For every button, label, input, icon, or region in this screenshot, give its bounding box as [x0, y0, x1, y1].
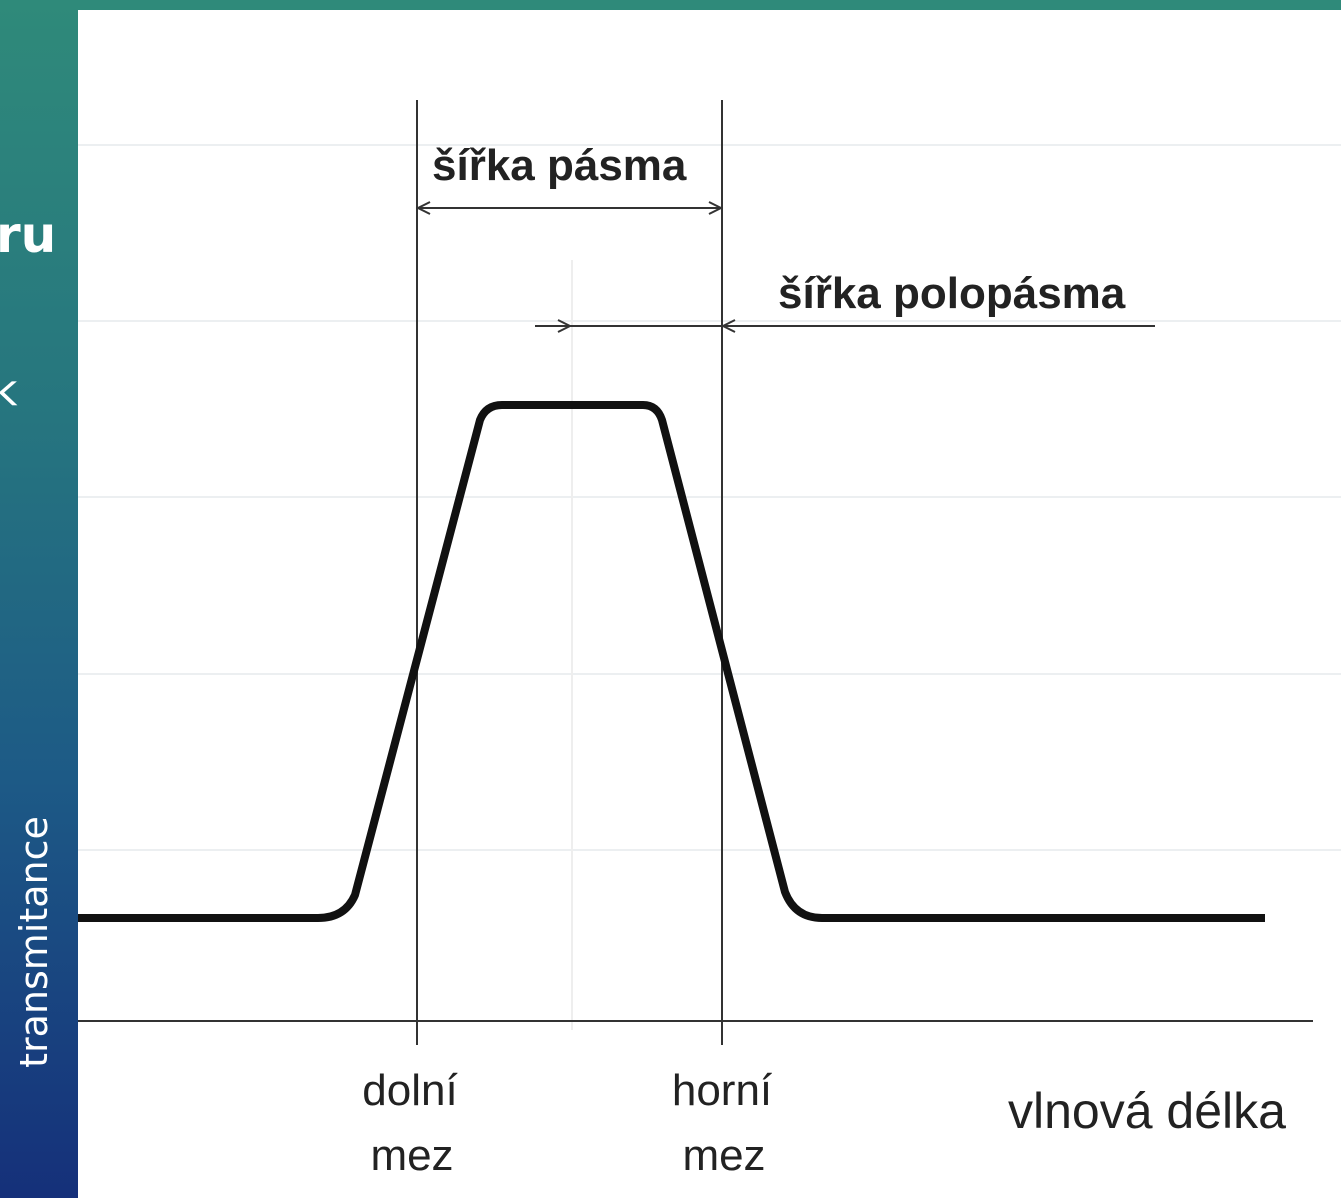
x-axis-label: vlnová délka [1008, 1083, 1286, 1139]
bandwidth-label: šířka pásma [432, 141, 687, 190]
bandwidth-arrow [415, 201, 724, 215]
lower-limit-label: dolní [362, 1066, 458, 1115]
upper-limit-label: mez [682, 1131, 765, 1180]
half-band-arrow [535, 319, 1155, 333]
y-axis-label: transmitance [12, 816, 56, 1068]
upper-limit-label: horní [672, 1066, 773, 1115]
text-fragment: k [0, 365, 18, 416]
guide-lines [78, 144, 1341, 851]
lower-limit-label: mez [370, 1131, 453, 1180]
title-fragment: ru [0, 206, 56, 264]
transmittance-curve [78, 401, 1265, 922]
half-band-label: šířka polopásma [778, 269, 1126, 318]
